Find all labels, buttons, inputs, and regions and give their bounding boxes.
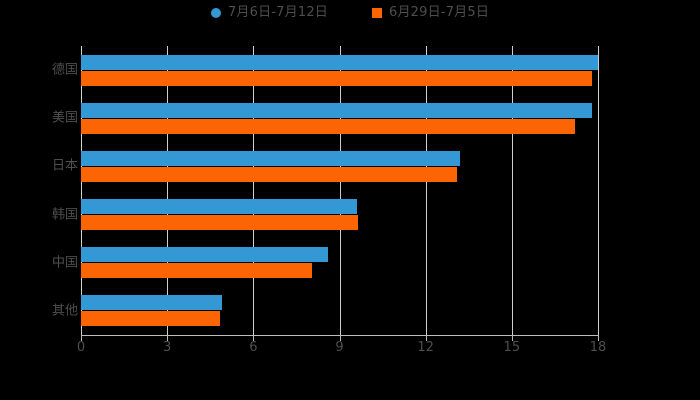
legend-marker-circle-icon: [210, 7, 221, 18]
plot-area: [81, 46, 599, 335]
gridline: [511, 46, 513, 335]
legend-item-series-1[interactable]: 6月29日-7月5日: [372, 6, 489, 19]
x-axis-label-9: 9: [335, 340, 344, 355]
x-axis-tick: [598, 336, 599, 341]
x-axis-label-12: 12: [417, 340, 434, 355]
bar-中国-series-1[interactable]: [81, 263, 313, 279]
bar-其他-series-0[interactable]: [81, 295, 222, 311]
gridline: [339, 46, 341, 335]
gridline: [81, 46, 82, 335]
bar-美国-series-0[interactable]: [81, 102, 593, 118]
x-axis-tick: [167, 336, 169, 341]
bar-韩国-series-1[interactable]: [81, 215, 359, 231]
x-axis-label-0: 0: [76, 340, 86, 355]
bar-日本-series-1[interactable]: [81, 166, 458, 182]
bar-德国-series-0[interactable]: [81, 54, 598, 70]
x-axis-tick: [339, 336, 341, 341]
y-axis-label-其他: 其他: [51, 303, 78, 319]
y-axis-label-中国: 中国: [51, 255, 78, 271]
bar-中国-series-0[interactable]: [81, 247, 328, 263]
legend-label-series-1: 6月29日-7月5日: [389, 5, 490, 20]
x-axis-tick: [253, 336, 255, 341]
bar-韩国-series-0[interactable]: [81, 199, 357, 215]
y-axis-tick-labels: 德国美国日本韩国中国其他: [0, 46, 78, 335]
bar-美国-series-1[interactable]: [81, 118, 576, 134]
bar-德国-series-1[interactable]: [81, 70, 593, 86]
gridline: [253, 46, 255, 335]
legend-marker-square-icon: [372, 7, 382, 18]
x-axis-label-6: 6: [249, 340, 258, 355]
x-axis-label-15: 15: [503, 340, 521, 355]
x-axis-label-18: 18: [589, 340, 607, 355]
chart-legend: 7月6日-7月12日 6月29日-7月5日: [0, 6, 700, 19]
x-axis-label-3: 3: [163, 340, 172, 355]
x-axis-tick: [511, 336, 513, 341]
y-axis-label-德国: 德国: [51, 62, 78, 78]
gridline: [598, 46, 599, 335]
legend-label-series-0: 7月6日-7月12日: [227, 5, 328, 20]
y-axis-label-日本: 日本: [51, 158, 78, 174]
y-axis-label-美国: 美国: [51, 110, 78, 126]
gridline: [425, 46, 427, 335]
bar-日本-series-0[interactable]: [81, 150, 461, 166]
x-axis-tick: [81, 336, 82, 341]
x-axis-tick: [425, 336, 427, 341]
legend-item-series-0[interactable]: 7月6日-7月12日: [210, 5, 328, 20]
y-axis-label-韩国: 韩国: [51, 207, 78, 223]
bar-其他-series-1[interactable]: [81, 311, 221, 327]
x-axis-line: [81, 335, 599, 336]
gridline: [167, 46, 169, 335]
